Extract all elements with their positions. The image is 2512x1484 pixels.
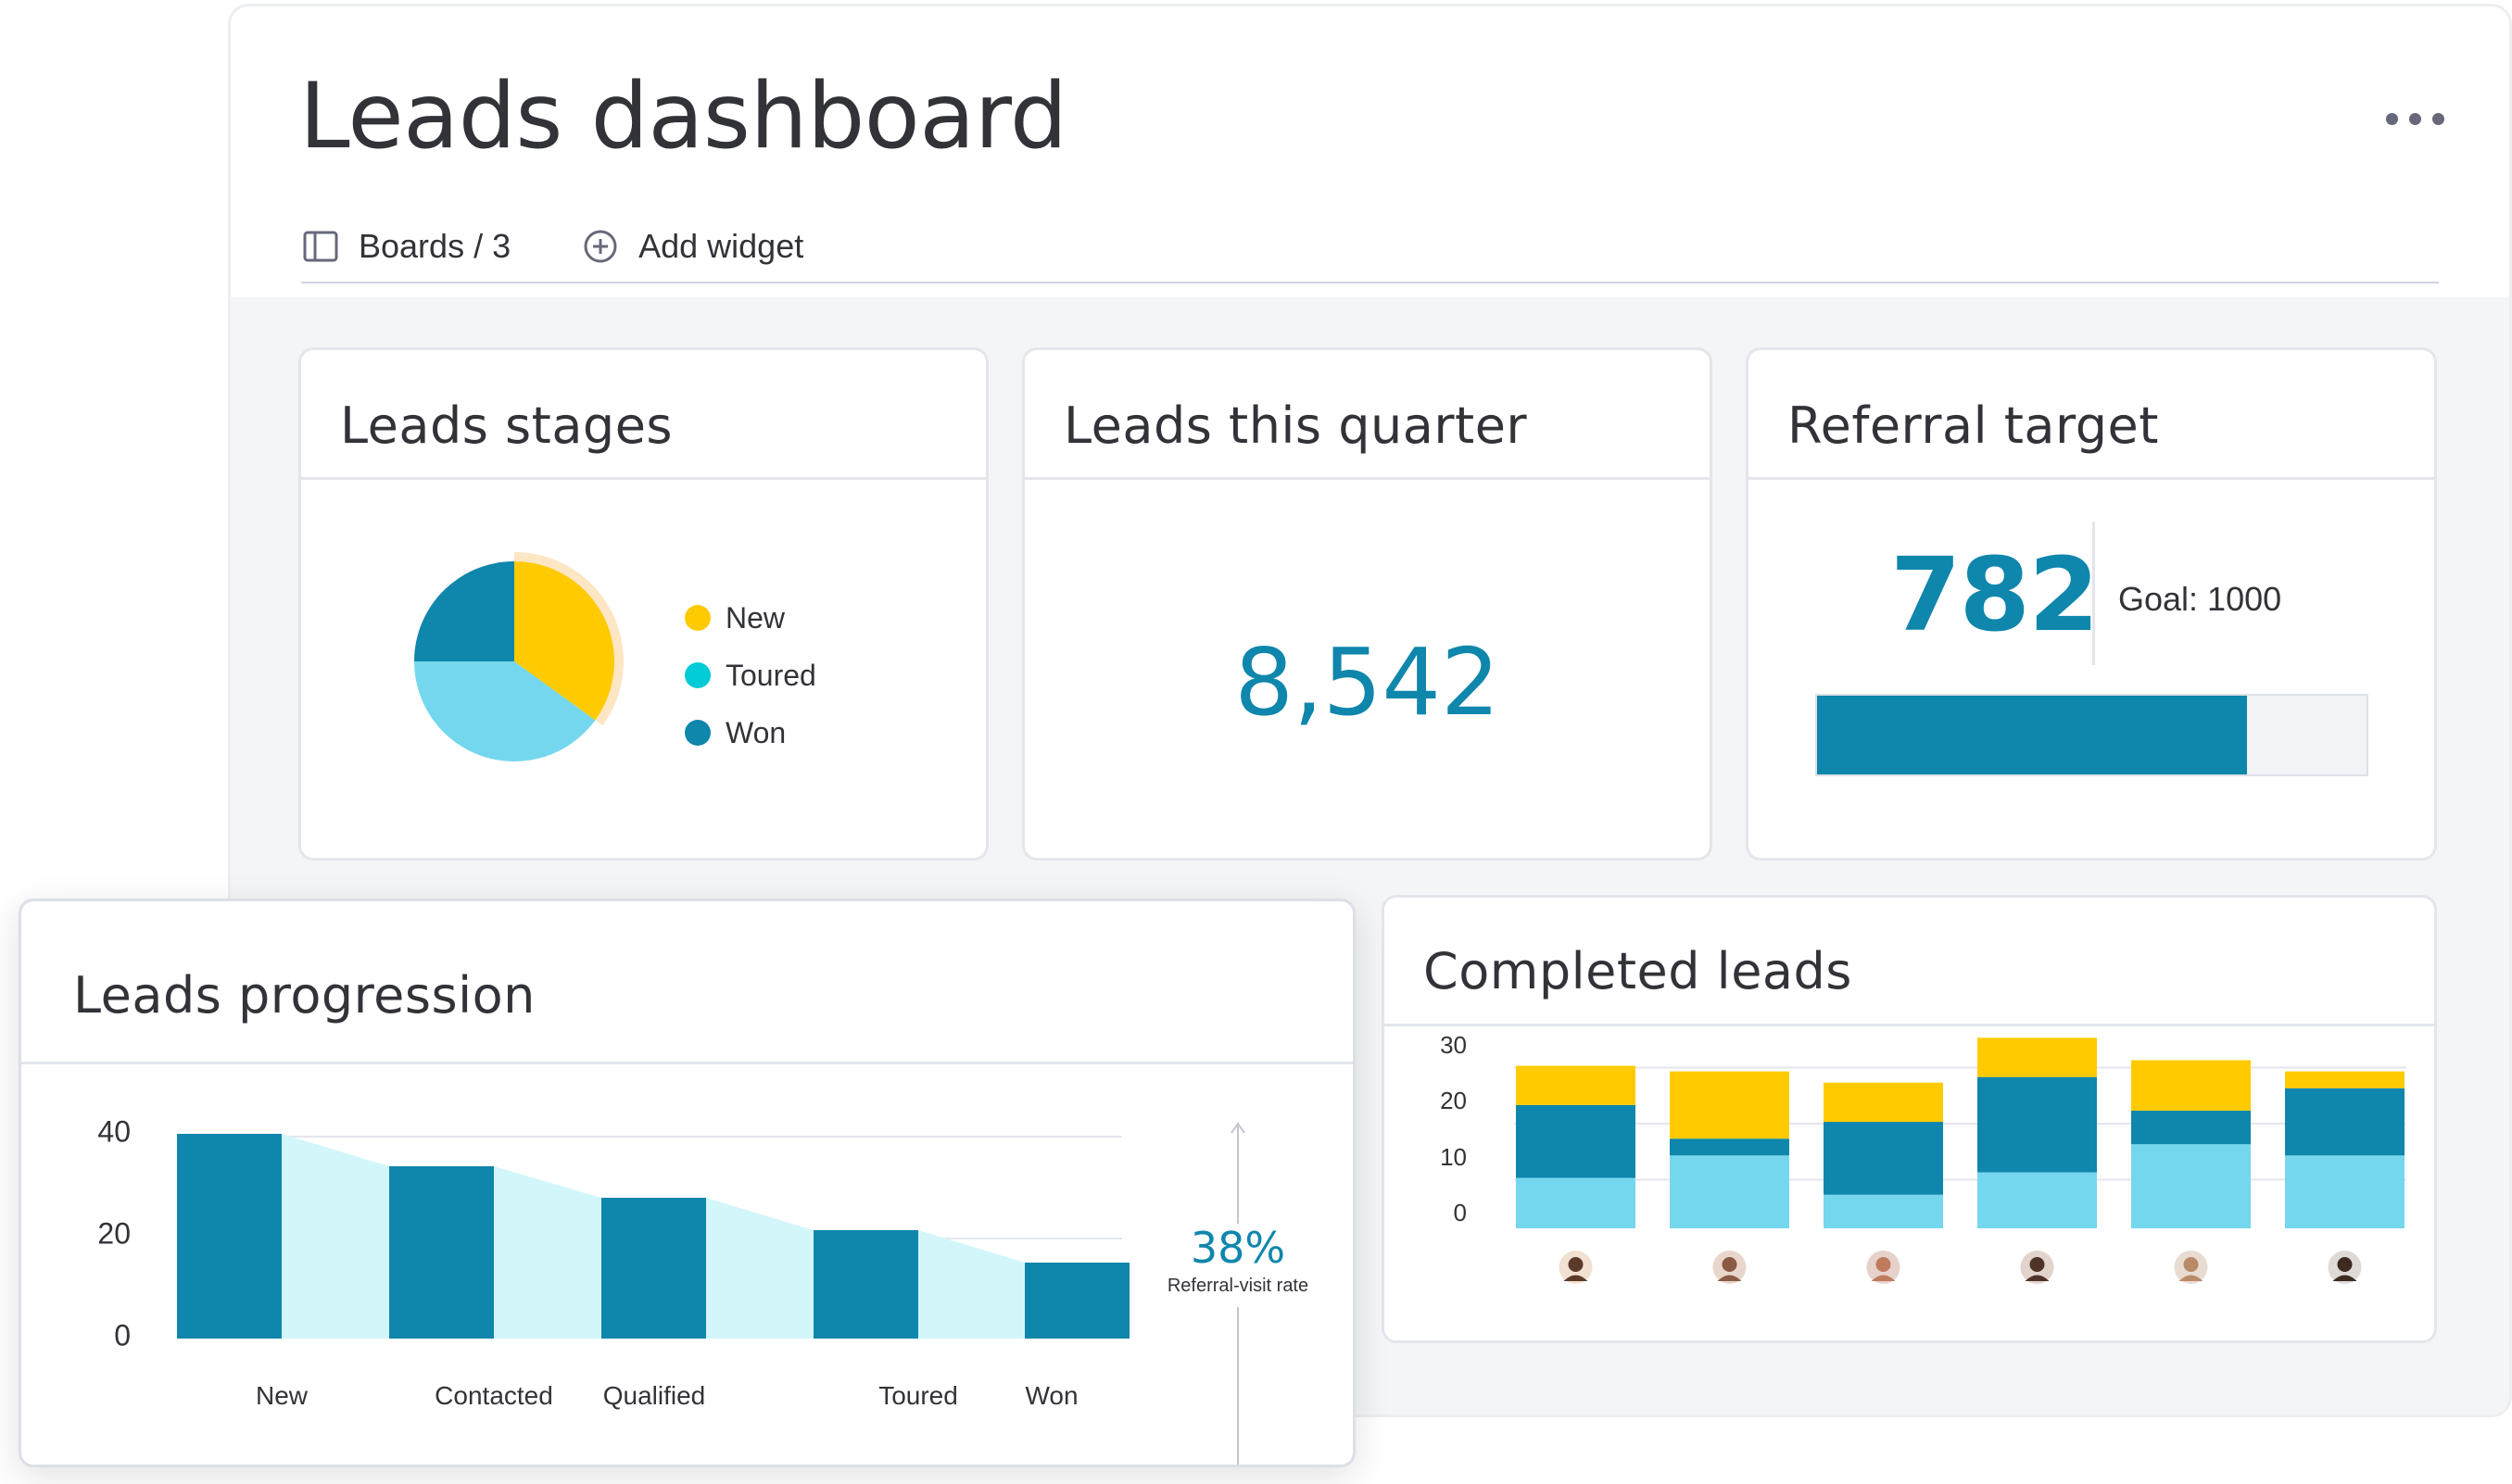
stacked-bar-segment[interactable] [1516,1104,1635,1178]
stacked-bar-segment[interactable] [2131,1144,2251,1228]
leads-stages-widget[interactable]: Leads stages New Toured Won [298,347,989,861]
person-avatar [1712,1251,1747,1284]
y-tick-label: 0 [114,1318,131,1352]
widget-title: Leads stages [340,396,674,455]
y-tick-label: 20 [97,1216,131,1250]
legend-label: New [726,600,786,635]
funnel-connector [918,1230,1025,1339]
ellipsis-horizontal-icon [2386,113,2398,125]
legend-item-toured: Toured [685,647,816,704]
ellipsis-dot [2409,113,2421,125]
stacked-bar-segment[interactable] [1824,1194,1943,1228]
boards-link[interactable]: Boards / 3 [303,227,511,266]
legend-swatch [685,720,711,746]
completed-leads-stacked-chart: 30 20 10 0 [1440,1031,2406,1284]
pie-slice-new[interactable] [514,561,614,721]
more-options-button[interactable] [2386,113,2444,125]
stacked-bar-segment[interactable] [1824,1082,1943,1123]
leads-progression-chart: 40 20 0 New Contacted Qualified Toured Won [97,1114,1130,1410]
widget-header: Leads this quarter [1025,350,1710,480]
stacked-bar-segment[interactable] [1977,1172,2097,1229]
widget-header: Completed leads [1384,898,2434,1026]
person-avatar [1559,1251,1593,1284]
dashboard-header: Leads dashboard Boards / 3 Add widge [231,6,2509,297]
y-tick-label: 10 [1440,1143,1467,1171]
widget-header: Referral target [1748,350,2434,480]
widget-header: Leads stages [301,350,986,480]
page-title: Leads dashboard [299,64,1067,170]
y-tick-label: 30 [1440,1031,1467,1059]
stacked-bar-segment[interactable] [2131,1060,2251,1111]
widget-title: Leads progression [73,966,536,1025]
stacked-bar-segment[interactable] [1977,1038,2097,1077]
bar-new[interactable] [177,1134,282,1339]
bar-contacted[interactable] [389,1166,494,1339]
completed-leads-widget[interactable]: Completed leads 30 20 10 0 [1382,895,2437,1343]
header-divider [301,282,2439,283]
widget-title: Leads this quarter [1064,396,1528,455]
x-tick-label: Won [1025,1381,1078,1410]
pie-slice-won[interactable] [414,561,514,661]
referral-visit-rate-label: Referral-visit rate [1167,1276,1309,1296]
ellipsis-dot [2432,113,2444,125]
referral-progress-bar [1815,694,2368,776]
stacked-bar-segment[interactable] [1670,1155,1789,1228]
legend-label: Toured [726,658,816,692]
y-tick-label: 20 [1440,1087,1467,1114]
stacked-bar-segment[interactable] [2285,1088,2405,1156]
boards-label: Boards / 3 [359,227,511,265]
breadcrumb: Boards / 3 Add widget [303,227,876,266]
stacked-bar-segment[interactable] [1977,1076,2097,1173]
stacked-bar-segment[interactable] [1670,1138,1789,1156]
rate-box: 38% Referral-visit rate [1150,1224,1326,1307]
funnel-connector [706,1198,814,1339]
x-tick-label: Toured [878,1381,958,1410]
person-avatar [2328,1251,2362,1284]
widget-header: Leads progression [21,901,1353,1064]
y-tick-label: 0 [1454,1199,1467,1226]
stacked-bar-segment[interactable] [1516,1177,1635,1228]
x-tick-label: New [256,1381,309,1410]
leads-progression-widget[interactable]: Leads progression 40 20 0 New Contacted Quali… [19,899,1356,1467]
stacked-bar-segment[interactable] [1824,1122,1943,1195]
bar-toured[interactable] [814,1230,918,1339]
referral-value: 782 [1890,535,2100,654]
legend-item-new: New [685,589,816,647]
widget-title: Referral target [1787,396,2159,455]
y-tick-label: 40 [97,1114,131,1148]
add-widget-label: Add widget [638,227,804,265]
funnel-connector [282,1134,389,1339]
stacked-bar-segment[interactable] [2285,1071,2405,1088]
stacked-bar-segment[interactable] [2285,1155,2405,1228]
referral-progress-fill [1817,696,2247,774]
stacked-bar-segment[interactable] [1516,1065,1635,1105]
legend-item-won: Won [685,704,816,761]
stacked-bar-segment[interactable] [2131,1110,2251,1145]
plus-circle-icon [584,230,617,263]
leads-quarter-widget[interactable]: Leads this quarter 8,542 [1022,347,1712,861]
divider [2092,522,2095,665]
referral-target-widget[interactable]: Referral target 782 Goal: 1000 [1746,347,2437,861]
pie-slice-toured[interactable] [414,661,596,761]
legend-swatch [685,605,711,631]
x-tick-label: Contacted [435,1381,553,1410]
leads-stages-pie-chart [414,552,624,761]
person-avatar [2020,1251,2054,1284]
bar-won[interactable] [1025,1263,1130,1339]
stacked-bar-segment[interactable] [1670,1071,1789,1139]
bar-qualified[interactable] [601,1198,706,1339]
referral-goal-label: Goal: 1000 [2118,580,2282,618]
leads-count-value: 8,542 [1234,628,1500,736]
board-panel-icon [303,231,338,262]
add-widget-button[interactable]: Add widget [583,227,803,266]
x-tick-label: Qualified [603,1381,706,1410]
legend-label: Won [726,715,787,749]
widget-title: Completed leads [1423,942,1852,1000]
funnel-connector [494,1166,601,1339]
person-avatar [2174,1251,2208,1284]
legend-swatch [685,662,711,688]
person-avatar [1866,1251,1900,1284]
chart-legend: New Toured Won [685,589,816,761]
referral-visit-rate-value: 38% [1190,1223,1286,1273]
